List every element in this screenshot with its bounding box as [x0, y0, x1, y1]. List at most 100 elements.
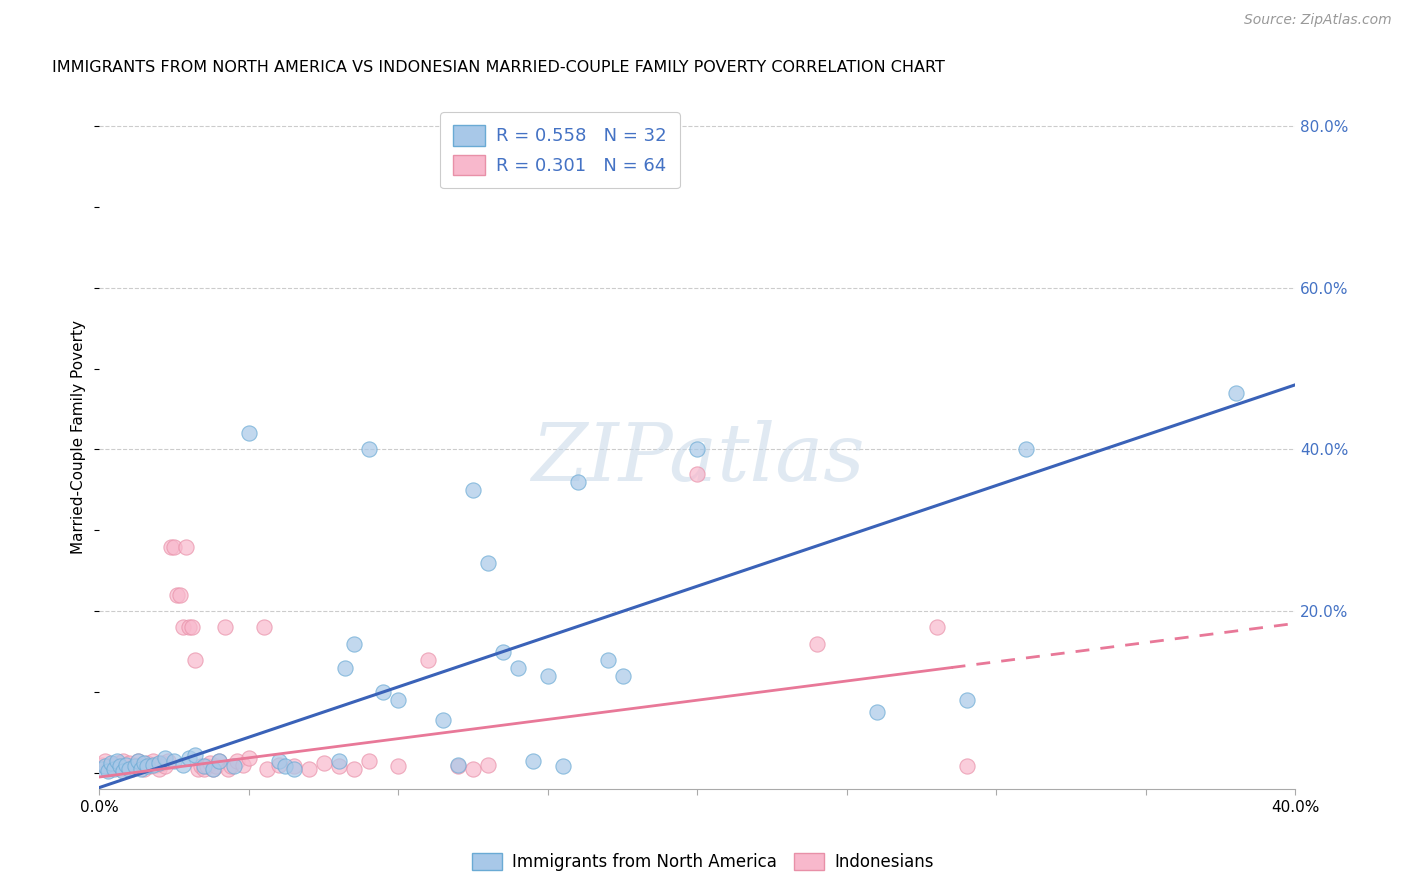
Point [195, 759, 218, 773]
Point [105, 754, 128, 768]
Point [187, 762, 209, 776]
Point [202, 762, 225, 776]
Point [219, 759, 242, 773]
Point [214, 620, 236, 634]
Point [238, 751, 260, 765]
Point [127, 754, 149, 768]
Y-axis label: Married-Couple Family Poverty: Married-Couple Family Poverty [72, 320, 86, 554]
Point [202, 762, 225, 776]
Point [134, 756, 156, 771]
Point [103, 762, 125, 776]
Point [222, 759, 245, 773]
Legend: R = 0.558   N = 32, R = 0.301   N = 64: R = 0.558 N = 32, R = 0.301 N = 64 [440, 112, 679, 188]
Point [328, 759, 350, 773]
Point [142, 754, 165, 768]
Point [110, 762, 132, 776]
Point [267, 757, 290, 772]
Point [298, 762, 321, 776]
Point [166, 588, 188, 602]
Point [148, 762, 170, 776]
Point [115, 757, 138, 772]
Point [91, 757, 114, 772]
Point [129, 759, 152, 773]
Point [179, 620, 201, 634]
Point [492, 645, 515, 659]
Point [477, 757, 499, 772]
Point [567, 475, 589, 489]
Point [190, 759, 212, 773]
Point [100, 756, 122, 771]
Point [267, 754, 290, 768]
Point [342, 762, 364, 776]
Point [118, 762, 141, 776]
Point [94, 754, 117, 768]
Point [169, 588, 191, 602]
Point [160, 540, 183, 554]
Point [174, 540, 197, 554]
Point [124, 759, 146, 773]
Point [925, 620, 948, 634]
Point [103, 759, 125, 773]
Point [100, 757, 122, 772]
Point [955, 693, 977, 707]
Point [955, 759, 977, 773]
Point [91, 762, 114, 776]
Point [118, 756, 141, 771]
Point [181, 620, 204, 634]
Point [134, 762, 156, 776]
Point [184, 653, 207, 667]
Point [866, 706, 889, 720]
Point [142, 757, 165, 772]
Point [155, 751, 177, 765]
Point [537, 669, 560, 683]
Point [157, 754, 180, 768]
Point [283, 759, 305, 773]
Point [97, 764, 120, 778]
Point [217, 762, 239, 776]
Point [97, 762, 120, 776]
Point [208, 754, 231, 768]
Point [283, 762, 305, 776]
Text: ZIPatlas: ZIPatlas [530, 419, 865, 497]
Point [312, 756, 335, 771]
Point [155, 759, 177, 773]
Point [387, 759, 409, 773]
Point [232, 757, 254, 772]
Point [387, 693, 409, 707]
Point [136, 756, 159, 771]
Point [193, 759, 215, 773]
Point [342, 636, 364, 650]
Point [198, 756, 221, 771]
Point [172, 757, 194, 772]
Point [238, 426, 260, 441]
Point [596, 653, 619, 667]
Point [806, 636, 828, 650]
Point [418, 653, 440, 667]
Point [463, 762, 485, 776]
Point [163, 754, 186, 768]
Point [129, 762, 152, 776]
Point [145, 757, 167, 772]
Point [612, 669, 634, 683]
Point [328, 754, 350, 768]
Point [110, 759, 132, 773]
Point [551, 759, 574, 773]
Point [357, 754, 380, 768]
Point [124, 757, 146, 772]
Point [163, 540, 186, 554]
Point [686, 442, 709, 457]
Point [506, 661, 529, 675]
Point [1015, 442, 1038, 457]
Point [94, 759, 117, 773]
Point [256, 762, 278, 776]
Text: IMMIGRANTS FROM NORTH AMERICA VS INDONESIAN MARRIED-COUPLE FAMILY POVERTY CORREL: IMMIGRANTS FROM NORTH AMERICA VS INDONES… [52, 60, 945, 75]
Point [686, 467, 709, 481]
Point [205, 759, 228, 773]
Point [105, 756, 128, 771]
Point [136, 759, 159, 773]
Point [522, 754, 544, 768]
Point [172, 620, 194, 634]
Point [274, 759, 297, 773]
Point [121, 762, 143, 776]
Point [150, 756, 173, 771]
